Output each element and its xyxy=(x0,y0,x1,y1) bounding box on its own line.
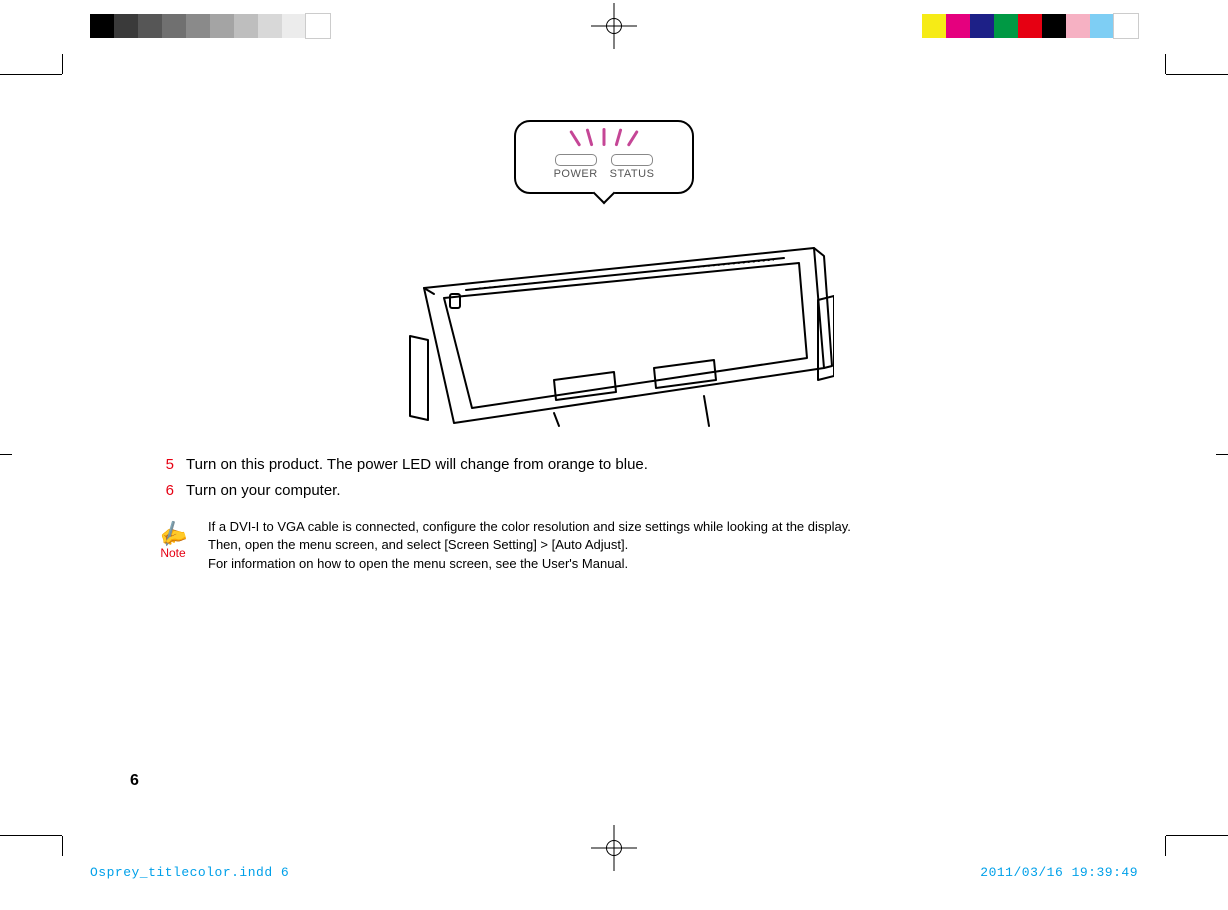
indicator-callout: POWER STATUS xyxy=(514,120,694,194)
registration-target-top xyxy=(606,18,622,34)
color-swatch xyxy=(970,14,994,38)
product-figure: POWER STATUS xyxy=(354,120,874,430)
power-indicator-icon xyxy=(555,154,597,166)
step-text: Turn on this product. The power LED will… xyxy=(186,454,648,476)
color-swatch xyxy=(258,14,282,38)
ray-icon xyxy=(603,128,606,146)
page-content: POWER STATUS xyxy=(130,120,1098,790)
note-block: ✍ Note If a DVI-I to VGA cable is connec… xyxy=(152,518,1098,575)
slug-filename: Osprey_titlecolor.indd 6 xyxy=(90,865,289,880)
color-swatch xyxy=(994,14,1018,38)
note-icon: ✍ Note xyxy=(152,518,194,575)
color-swatch xyxy=(282,14,306,38)
page-number: 6 xyxy=(130,772,139,790)
power-rays-icon xyxy=(579,128,630,146)
registration-target-bottom xyxy=(606,840,622,856)
status-indicator-icon xyxy=(611,154,653,166)
step-text: Turn on your computer. xyxy=(186,480,341,502)
color-swatch xyxy=(90,14,114,38)
color-swatch xyxy=(922,14,946,38)
color-swatch xyxy=(210,14,234,38)
note-line-2: Then, open the menu screen, and select [… xyxy=(208,536,851,555)
ray-icon xyxy=(586,128,594,146)
registration-tick-left xyxy=(0,454,12,455)
ray-icon xyxy=(569,130,581,147)
indicator-pills xyxy=(516,154,692,166)
step-number: 5 xyxy=(160,454,174,476)
callout-pointer-icon xyxy=(593,182,616,205)
color-swatch-strip-left xyxy=(90,14,330,38)
power-label: POWER xyxy=(554,168,598,180)
color-swatch xyxy=(114,14,138,38)
indicator-label-row: POWER STATUS xyxy=(516,168,692,180)
color-swatch xyxy=(162,14,186,38)
color-swatch xyxy=(1066,14,1090,38)
color-swatch xyxy=(234,14,258,38)
registration-tick-right xyxy=(1216,454,1228,455)
color-swatch xyxy=(1090,14,1114,38)
ray-icon xyxy=(615,128,623,146)
step-list: 5 Turn on this product. The power LED wil… xyxy=(130,454,1098,502)
step-number: 6 xyxy=(160,480,174,502)
color-swatch-strip-right xyxy=(922,14,1138,38)
ray-icon xyxy=(627,130,639,147)
slug-timestamp: 2011/03/16 19:39:49 xyxy=(980,865,1138,880)
note-line-1: If a DVI-I to VGA cable is connected, co… xyxy=(208,518,851,537)
step-row: 5 Turn on this product. The power LED wil… xyxy=(160,454,1098,476)
color-swatch xyxy=(138,14,162,38)
status-label: STATUS xyxy=(610,168,655,180)
step-row: 6 Turn on your computer. xyxy=(160,480,1098,502)
color-swatch xyxy=(186,14,210,38)
note-text: If a DVI-I to VGA cable is connected, co… xyxy=(208,518,851,575)
device-line-art xyxy=(404,208,834,428)
note-line-3: For information on how to open the menu … xyxy=(208,555,851,574)
color-swatch xyxy=(1114,14,1138,38)
color-swatch xyxy=(946,14,970,38)
color-swatch xyxy=(1042,14,1066,38)
color-swatch xyxy=(1018,14,1042,38)
color-swatch xyxy=(306,14,330,38)
